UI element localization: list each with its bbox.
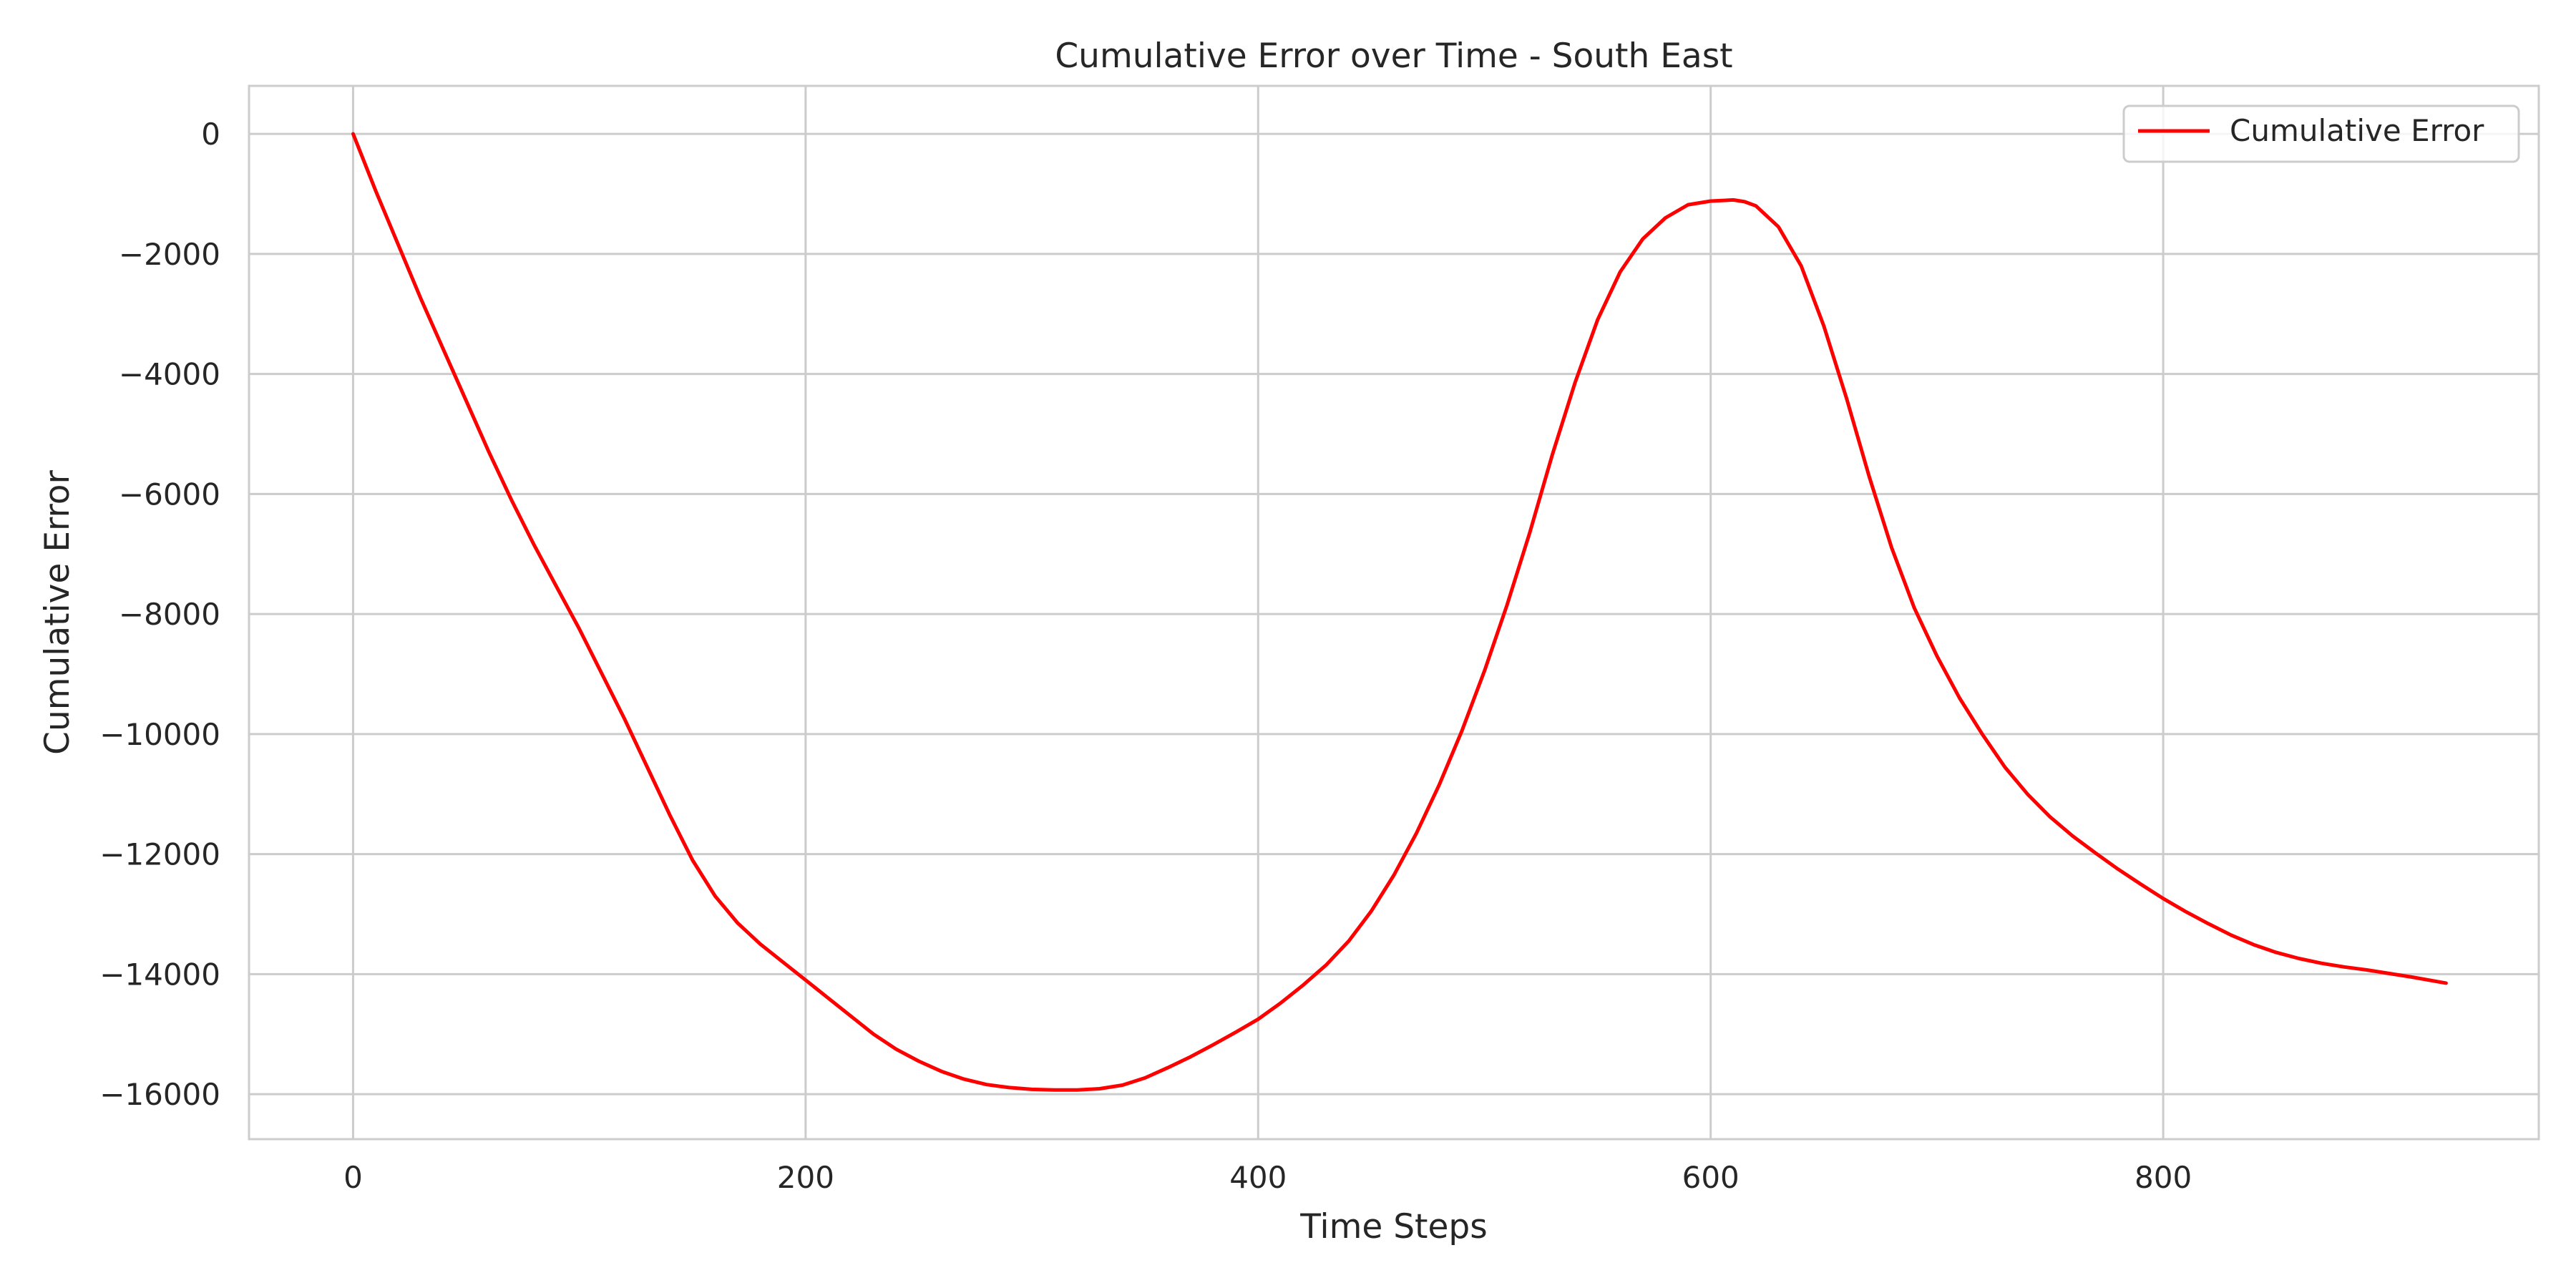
legend: Cumulative Error	[2122, 104, 2520, 163]
x-tick-label: 400	[1229, 1160, 1287, 1195]
y-axis-title: Cumulative Error	[38, 469, 77, 754]
plot-area	[248, 84, 2540, 1141]
y-tick-label: −12000	[99, 837, 220, 872]
y-tick-label: −2000	[119, 237, 220, 272]
y-tick-label: −6000	[119, 477, 220, 512]
series-layer	[351, 132, 2448, 1092]
y-tick-labels: 0 −2000 −4000 −6000 −8000 −10000 −12000 −14000 −…	[99, 117, 220, 1112]
chart-title: Cumulative Error over Time - South East	[1055, 36, 1732, 76]
y-tick-label: −4000	[119, 357, 220, 392]
y-tick-label: −8000	[119, 597, 220, 632]
y-tick-label: −10000	[99, 717, 220, 752]
y-tick-label: −16000	[99, 1077, 220, 1112]
x-tick-labels: 0 200 400 600 800	[343, 1160, 2192, 1195]
series-line-cumulative-error	[351, 132, 2448, 1092]
x-tick-label: 600	[1682, 1160, 1740, 1195]
y-tick-label: 0	[201, 117, 220, 152]
x-tick-label: 0	[343, 1160, 363, 1195]
x-tick-label: 800	[2135, 1160, 2192, 1195]
x-axis-title: Time Steps	[1299, 1207, 1487, 1246]
y-tick-label: −14000	[99, 957, 220, 992]
x-tick-label: 200	[777, 1160, 834, 1195]
legend-box	[2122, 104, 2520, 163]
legend-label: Cumulative Error	[2230, 113, 2484, 148]
